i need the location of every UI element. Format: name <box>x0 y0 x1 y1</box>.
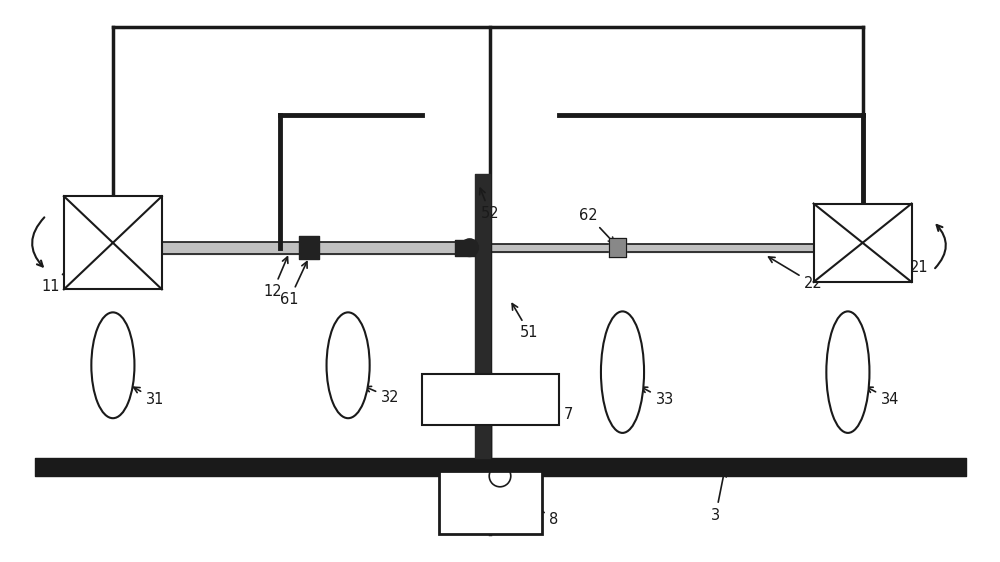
Text: 34: 34 <box>867 387 899 407</box>
Text: 51: 51 <box>512 303 539 341</box>
Text: 33: 33 <box>641 387 674 407</box>
Text: 32: 32 <box>365 386 399 405</box>
Text: 31: 31 <box>134 387 164 407</box>
Text: 21: 21 <box>905 254 929 275</box>
Ellipse shape <box>601 311 644 433</box>
Ellipse shape <box>826 311 869 433</box>
Bar <box>422 374 559 425</box>
Bar <box>439 470 542 534</box>
Text: 3: 3 <box>711 471 726 523</box>
Text: 8: 8 <box>533 505 559 527</box>
Ellipse shape <box>327 312 370 418</box>
Text: 52: 52 <box>480 188 500 221</box>
Bar <box>64 196 162 289</box>
Text: 61: 61 <box>280 262 307 307</box>
Text: 7: 7 <box>543 403 573 422</box>
Text: 22: 22 <box>769 257 823 292</box>
Ellipse shape <box>91 312 134 418</box>
Ellipse shape <box>461 239 478 256</box>
Text: 12: 12 <box>263 257 288 300</box>
Text: 11: 11 <box>42 266 71 294</box>
Text: 62: 62 <box>579 208 614 243</box>
Bar <box>814 203 912 282</box>
